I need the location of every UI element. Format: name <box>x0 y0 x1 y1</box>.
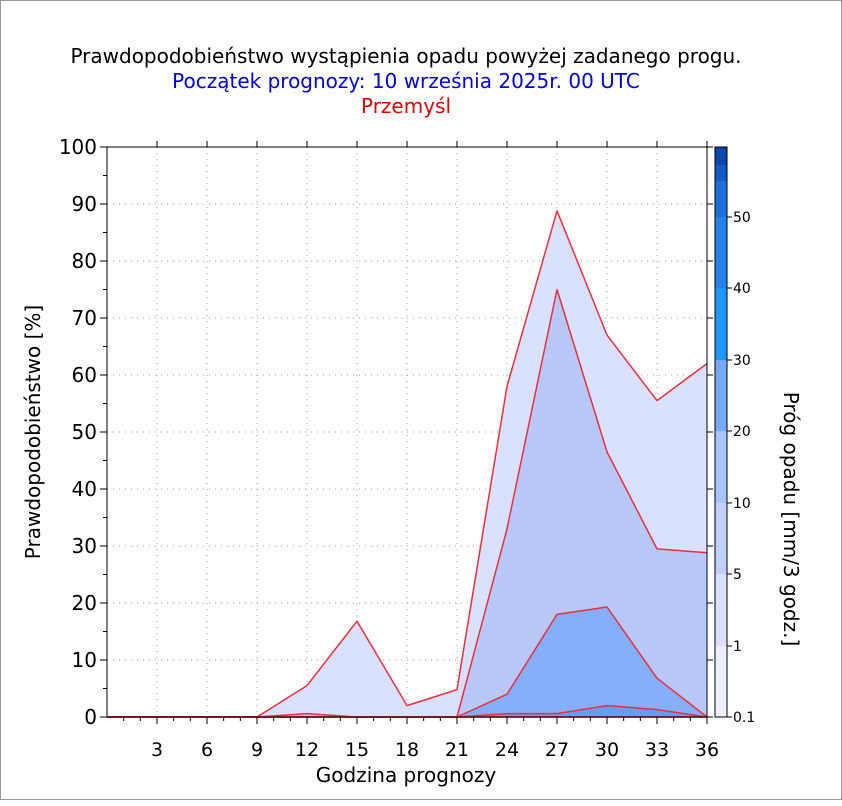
y-tick-label: 60 <box>72 363 97 387</box>
y-tick-label: 90 <box>72 192 97 216</box>
colorbar-band <box>715 646 727 717</box>
x-tick-label: 33 <box>645 739 669 761</box>
colorbar-tick-label: 50 <box>733 210 751 226</box>
colorbar-band <box>715 165 727 181</box>
x-axis-label: Godzina prognozy <box>316 763 497 787</box>
y-tick-label: 40 <box>72 477 97 501</box>
x-tick-label: 9 <box>251 739 263 761</box>
colorbar-border <box>714 146 728 718</box>
x-tick-label: 18 <box>395 739 419 761</box>
x-axis-ticks: 3 6 9 12 15 18 21 24 27 30 33 36 <box>123 141 719 761</box>
y-tick-label: 0 <box>84 705 97 729</box>
y-tick-label: 70 <box>72 306 97 330</box>
x-tick-label: 27 <box>545 739 569 761</box>
colorbar-band <box>715 360 727 431</box>
chart-title: Prawdopodobieństwo wystąpienia opadu pow… <box>70 44 741 68</box>
chart-subtitle: Początek prognozy: 10 września 2025r. 00… <box>172 69 640 93</box>
y-tick-label: 20 <box>72 591 97 615</box>
colorbar-band <box>715 431 727 503</box>
colorbar: 0.1 1 5 10 20 30 40 50 <box>714 146 755 726</box>
y-tick-label: 10 <box>72 648 97 672</box>
y-axis-ticks: 0 10 20 30 40 50 60 70 80 90 100 <box>59 135 713 729</box>
x-tick-label: 36 <box>695 739 719 761</box>
y-tick-label: 50 <box>72 420 97 444</box>
x-tick-label: 15 <box>345 739 369 761</box>
location-label: Przemyśl <box>361 94 451 118</box>
colorbar-tick-label: 20 <box>733 424 751 440</box>
x-tick-label: 30 <box>595 739 619 761</box>
area-threshold-10 <box>107 607 707 717</box>
y-axis-label: Prawdopodobieństwo [%] <box>21 305 45 559</box>
x-tick-label: 6 <box>201 739 213 761</box>
colorbar-tick-label: 1 <box>733 639 742 655</box>
x-tick-label: 24 <box>495 739 519 761</box>
colorbar-tick-label: 5 <box>733 567 742 583</box>
colorbar-band <box>715 288 727 360</box>
colorbar-tick-label: 30 <box>733 353 751 369</box>
y-tick-label: 100 <box>59 135 97 159</box>
x-tick-label: 21 <box>445 739 469 761</box>
colorbar-label: Próg opadu [mm/3 godz.] <box>779 392 803 647</box>
x-tick-label: 3 <box>151 739 163 761</box>
colorbar-band <box>715 574 727 646</box>
colorbar-band <box>715 181 727 217</box>
colorbar-tick-label: 10 <box>733 496 751 512</box>
y-tick-label: 80 <box>72 249 97 273</box>
colorbar-band <box>715 217 727 288</box>
colorbar-band <box>715 147 727 165</box>
y-tick-label: 30 <box>72 534 97 558</box>
colorbar-tick-label: 0.1 <box>733 710 755 726</box>
colorbar-tick-label: 40 <box>733 281 751 297</box>
colorbar-band <box>715 503 727 574</box>
area-threshold-5 <box>107 289 707 717</box>
x-tick-label: 12 <box>295 739 319 761</box>
